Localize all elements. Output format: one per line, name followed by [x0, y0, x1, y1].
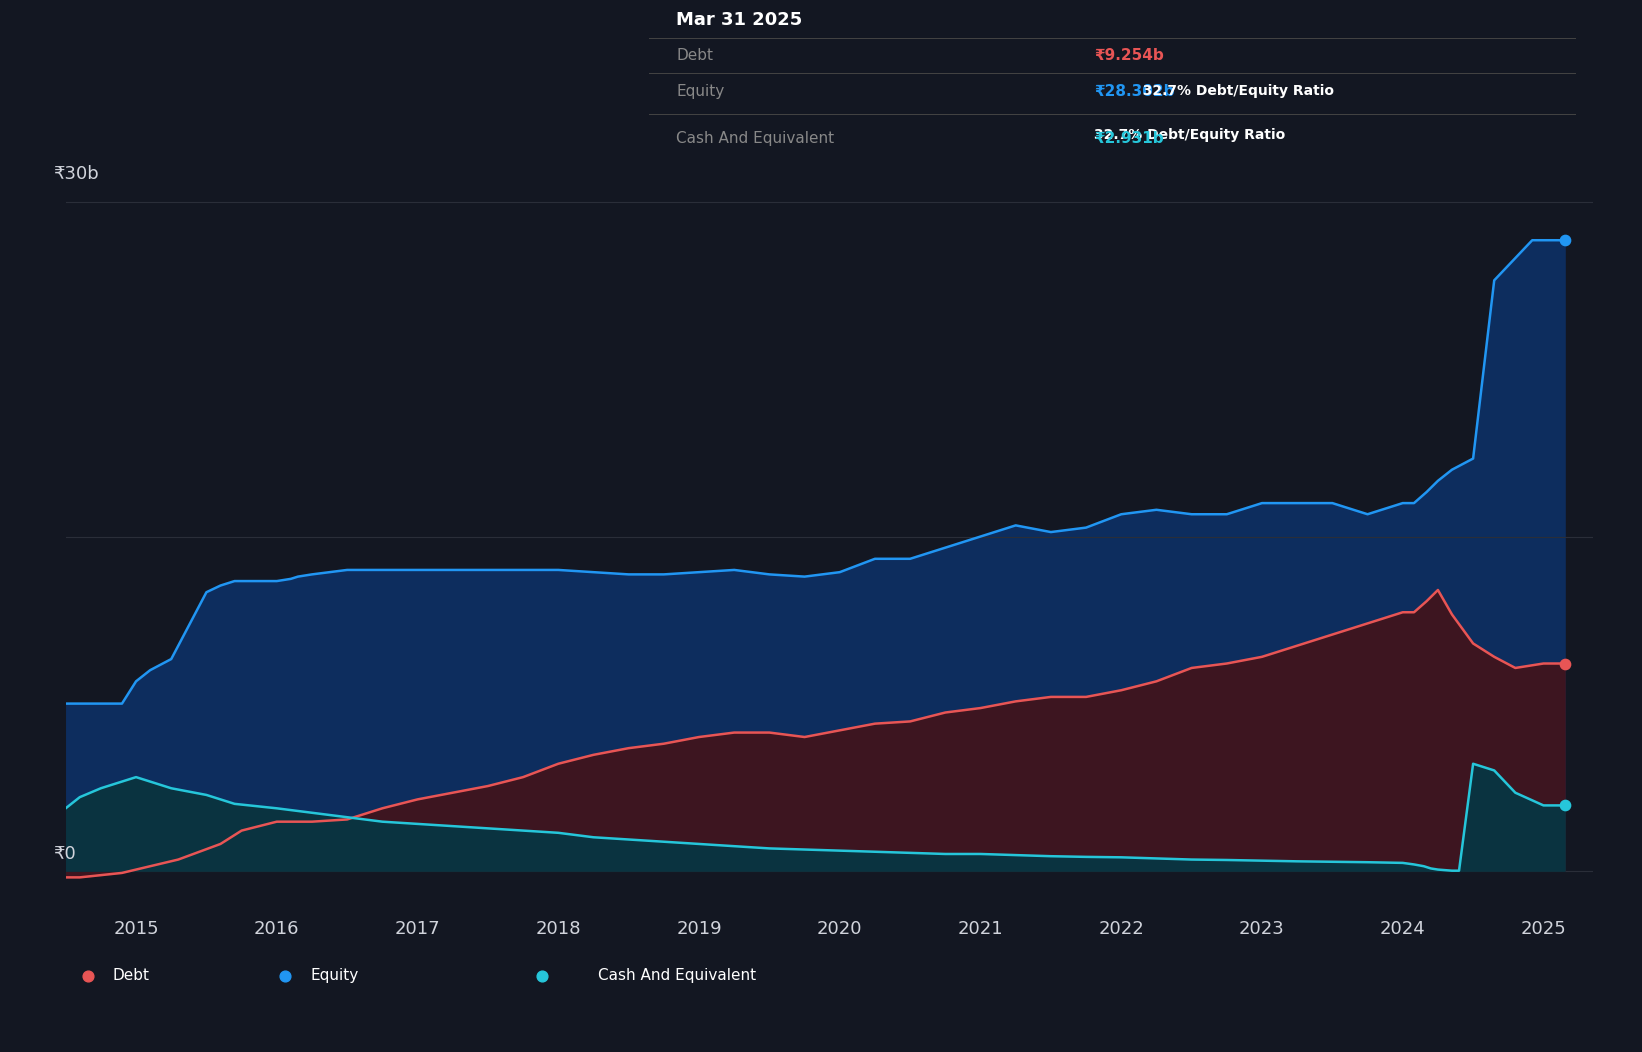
- Text: ₹0: ₹0: [54, 845, 76, 863]
- Text: Equity: Equity: [677, 84, 724, 99]
- Text: ₹2.931b: ₹2.931b: [1094, 132, 1164, 146]
- Text: Equity: Equity: [310, 968, 358, 984]
- Text: ₹9.254b: ₹9.254b: [1094, 48, 1164, 63]
- Text: Cash And Equivalent: Cash And Equivalent: [598, 968, 755, 984]
- Point: [529, 968, 555, 985]
- Point: [1552, 797, 1578, 814]
- Text: Debt: Debt: [113, 968, 149, 984]
- Text: ₹28.302b: ₹28.302b: [1094, 84, 1174, 99]
- Point: [76, 968, 102, 985]
- Point: [1552, 655, 1578, 672]
- Text: 32.7% Debt/Equity Ratio: 32.7% Debt/Equity Ratio: [1094, 128, 1286, 142]
- Text: 32.7% Debt/Equity Ratio: 32.7% Debt/Equity Ratio: [1094, 84, 1333, 98]
- Point: [273, 968, 299, 985]
- Text: Mar 31 2025: Mar 31 2025: [677, 11, 803, 28]
- Text: Cash And Equivalent: Cash And Equivalent: [677, 132, 834, 146]
- Text: ₹30b: ₹30b: [54, 165, 99, 183]
- Text: Debt: Debt: [677, 48, 713, 63]
- Point: [1552, 231, 1578, 248]
